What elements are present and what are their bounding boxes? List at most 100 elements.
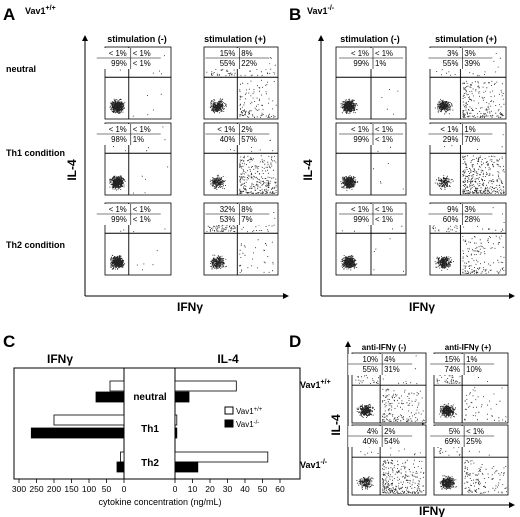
quadrant-ur: < 1% <box>375 205 393 214</box>
panel-a-y-label: IL-4 <box>65 159 79 181</box>
panel-a-row-th2: Th2 condition <box>6 240 65 250</box>
tick-right-20: 20 <box>205 484 215 494</box>
quadrant-ll: 99% <box>111 59 127 68</box>
dot-cloud <box>209 127 277 194</box>
quadrant-ll: 60% <box>443 215 459 224</box>
quadrant-ur: < 1% <box>133 49 151 58</box>
flow-plot-b-2-0: < 1% < 1%99% < 1% <box>335 202 407 276</box>
tick-right-60: 60 <box>275 484 285 494</box>
flow-plot-d-0-0: 10% 4% 55% 31% <box>348 352 427 424</box>
flow-plot-d-1-0: 4% 2% 40% 54% <box>348 424 427 496</box>
tick-right-50: 50 <box>258 484 268 494</box>
quadrant-ul: 3% <box>447 49 458 58</box>
quadrant-stats: 15% 1% 74% 10% <box>430 354 495 375</box>
dot-cloud <box>340 125 404 191</box>
dot-cloud <box>434 51 505 118</box>
bar-ifng-th1-ko <box>30 427 125 439</box>
panel-c-bars <box>30 380 269 473</box>
panel-a-genotype: Vav1+/+ <box>25 5 56 16</box>
panel-b-plots: < 1% < 1%99% 1%3% 3%55% 39%< 1% < 1%99% < 1%< … <box>335 46 507 276</box>
quadrant-lr: 31% <box>384 365 400 374</box>
quadrant-stats: 32% 8% 53% 7% <box>205 204 270 225</box>
quadrant-ul: 15% <box>220 49 236 58</box>
panel-c-letter: C <box>3 332 15 351</box>
quadrant-lr: 1% <box>133 135 144 144</box>
quadrant-ul: < 1% <box>351 205 369 214</box>
quadrant-ul: < 1% <box>351 49 369 58</box>
panel-a-row-th1: Th1 condition <box>6 148 65 158</box>
dot-cloud <box>340 207 404 272</box>
quadrant-stats: 15% 8% 55% 22% <box>205 48 270 69</box>
tick-left-50: 50 <box>102 484 112 494</box>
quadrant-lr: 1% <box>375 59 386 68</box>
panel-c-right-title: IL-4 <box>217 352 239 366</box>
panel-a-x-label: IFNγ <box>177 300 203 314</box>
quadrant-ul: < 1% <box>109 125 127 134</box>
dot-cloud <box>432 129 505 194</box>
flow-plot-b-1-0: < 1% < 1%99% < 1% <box>335 122 407 196</box>
quadrant-ur: 1% <box>464 125 475 134</box>
dot-cloud <box>109 126 169 194</box>
panel-b-header-stim: stimulation (+) <box>435 34 497 44</box>
bar-ifng-th1-wt <box>53 414 125 426</box>
quadrant-ll: 29% <box>443 135 459 144</box>
quadrant-ur: 2% <box>384 427 395 436</box>
bar-il4-th1-ko <box>174 427 178 439</box>
panel-c-x-label: cytokine concentration (ng/mL) <box>98 497 221 507</box>
quadrant-ul: < 1% <box>440 125 458 134</box>
quadrant-ur: 3% <box>464 205 475 214</box>
quadrant-lr: < 1% <box>133 59 151 68</box>
quadrant-stats: < 1% 2% 40% 57% <box>205 124 270 145</box>
flow-plot-d-1-1: 5% < 1% 69% 25% <box>430 424 509 496</box>
flow-plot-a-0-1: 15% 8% 55% 22% <box>203 46 279 120</box>
legend-label-wt: Vav1+/+ <box>236 407 263 416</box>
tick-right-0: 0 <box>173 484 178 494</box>
dot-cloud <box>340 51 399 115</box>
panel-d-y-label-left: IL-4 <box>329 414 343 436</box>
quadrant-lr: < 1% <box>133 215 151 224</box>
legend-label-ko: Vav1-/- <box>236 420 259 429</box>
panel-b-genotype: Vav1-/- <box>307 5 335 16</box>
panel-c-frame <box>13 367 301 480</box>
quadrant-ul: < 1% <box>109 49 127 58</box>
panel-c-cat-th2: Th2 <box>141 458 159 469</box>
quadrant-ur: 8% <box>241 49 252 58</box>
quadrant-stats: 3% 3%55% 39% <box>428 48 493 69</box>
tick-left-200: 200 <box>47 484 61 494</box>
panel-c-left-title: IFNγ <box>47 352 73 366</box>
panel-d-plots: 10% 4% 55% 31% 15% 1% 74% 10% 4% 2% 40% 54% 5% < 1% 69… <box>348 352 509 496</box>
quadrant-ll: 99% <box>353 135 369 144</box>
quadrant-ur: < 1% <box>375 49 393 58</box>
bar-il4-neutral-wt <box>174 380 237 392</box>
quadrant-ur: 3% <box>464 49 475 58</box>
panel-d-header-0: anti-IFNγ (-) <box>362 343 407 352</box>
quadrant-lr: 57% <box>241 135 257 144</box>
flow-plot-b-0-1: 3% 3%55% 39% <box>428 46 507 120</box>
quadrant-ul: < 1% <box>217 125 235 134</box>
quadrant-ul: 10% <box>363 355 379 364</box>
legend-swatch-wt <box>224 406 234 415</box>
quadrant-lr: 39% <box>464 59 480 68</box>
quadrant-ll: 53% <box>220 215 236 224</box>
quadrant-lr: 25% <box>466 437 482 446</box>
quadrant-ur: 8% <box>241 205 252 214</box>
quadrant-ul: < 1% <box>109 205 127 214</box>
quadrant-ur: < 1% <box>133 125 151 134</box>
panel-d-row-ko: Vav1-/- <box>300 459 328 470</box>
panel-a-plots: < 1% < 1%99% < 1%15% 8%55% 22%< 1% < 1%98% 1%<… <box>96 46 279 276</box>
quadrant-ul: 15% <box>445 355 461 364</box>
panel-b-letter: B <box>289 5 301 24</box>
quadrant-lr: 54% <box>384 437 400 446</box>
quadrant-ll: 55% <box>220 59 236 68</box>
bar-il4-th2-wt <box>174 451 269 463</box>
quadrant-ll: 99% <box>353 59 369 68</box>
quadrant-stats: < 1% 1% 29% 70% <box>428 124 493 145</box>
panel-d-header-1: anti-IFNγ (+) <box>445 343 492 352</box>
quadrant-stats: < 1% < 1%99% < 1% <box>339 124 403 145</box>
quadrant-lr: < 1% <box>375 215 393 224</box>
tick-left-300: 300 <box>12 484 26 494</box>
quadrant-stats: < 1% < 1%99% < 1% <box>339 204 403 225</box>
flow-plot-d-0-1: 15% 1% 74% 10% <box>430 352 509 424</box>
bar-ifng-neutral-ko <box>95 391 125 403</box>
